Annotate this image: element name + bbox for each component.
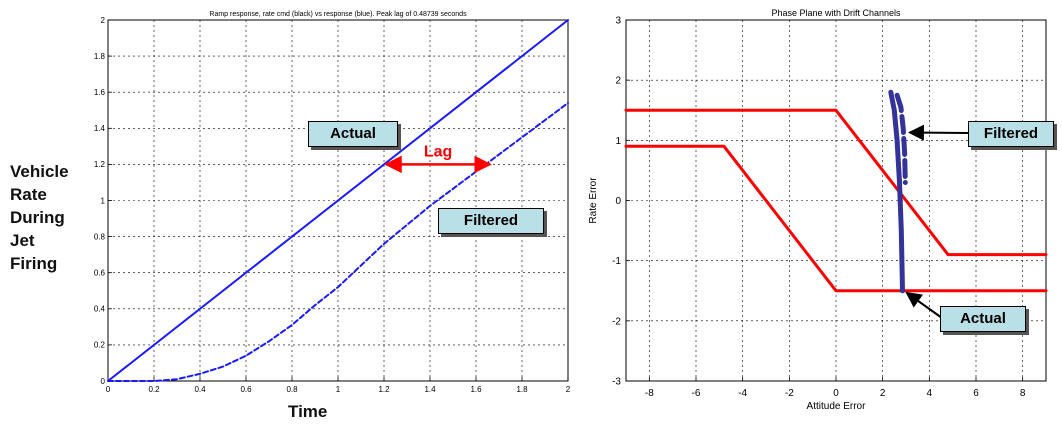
y-tick-label: -2 — [612, 316, 621, 327]
x-tick-label: -2 — [785, 388, 794, 399]
y-tick-label: 1.8 — [94, 52, 106, 61]
x-axis-label: Attitude Error — [807, 401, 867, 412]
x-tick-label: 0.8 — [286, 385, 298, 394]
x-tick-label: -6 — [692, 388, 701, 399]
x-tick-label: 1.6 — [470, 385, 482, 394]
chart-title: Phase Plane with Drift Channels — [771, 8, 901, 18]
y-tick-label: 0.2 — [94, 341, 106, 350]
x-tick-label: 0.4 — [194, 385, 206, 394]
x-tick-label: 0 — [106, 385, 111, 394]
y-tick-label: 2 — [101, 16, 106, 25]
ramp-response-plot: 0 0.2 0.4 0.6 0.8 1 1.2 1.4 1.6 1.8 2 0 0.2 0.4 0.6 0.8… — [94, 11, 571, 394]
side-label-line: During — [10, 206, 69, 229]
y-tick-label: 3 — [615, 16, 621, 27]
x-tick-label: 8 — [1020, 388, 1026, 399]
y-tick-label: 1.6 — [94, 88, 106, 97]
x-tick-label: 6 — [973, 388, 979, 399]
y-axis-label: Rate Error — [588, 177, 599, 224]
left-side-label: Vehicle Rate During Jet Firing — [10, 160, 69, 275]
side-label-line: Rate — [10, 183, 69, 206]
x-tick-label: -4 — [738, 388, 747, 399]
y-tick-label: 0.4 — [94, 305, 106, 314]
phase-plane-plot: -8 -6 -4 -2 0 2 4 6 8 -3 -2 -1 0 1 2 3 Phase Plane with … — [588, 8, 1046, 412]
y-tick-label: 0.6 — [94, 269, 106, 278]
x-tick-label: 1.2 — [378, 385, 390, 394]
callout-left-actual: Actual — [308, 121, 398, 147]
y-tick-label: 0 — [101, 377, 106, 386]
y-tick-label: 1.4 — [94, 124, 106, 133]
y-tick-label: 0 — [615, 196, 621, 207]
y-tick-label: 1 — [101, 196, 106, 205]
side-label-line: Vehicle — [10, 160, 69, 183]
y-tick-label: -3 — [612, 377, 621, 388]
callout-left-filtered: Filtered — [438, 208, 544, 234]
left-time-label: Time — [288, 402, 327, 422]
x-tick-label: 0.2 — [148, 385, 160, 394]
x-tick-label: 1 — [336, 385, 341, 394]
x-tick-label: 0 — [833, 388, 839, 399]
callout-right-actual: Actual — [940, 306, 1026, 332]
y-tick-label: 2 — [615, 76, 621, 87]
x-tick-label: 0.6 — [240, 385, 252, 394]
chart-title: Ramp response, rate cmd (black) vs respo… — [209, 11, 467, 18]
y-tick-label: 0.8 — [94, 232, 106, 241]
x-tick-label: 2 — [880, 388, 886, 399]
callout-right-filtered: Filtered — [968, 121, 1054, 147]
side-label-line: Firing — [10, 252, 69, 275]
x-tick-label: 1.8 — [516, 385, 528, 394]
x-tick-label: 2 — [566, 385, 571, 394]
y-tick-label: -1 — [612, 256, 621, 267]
y-tick-label: 1.2 — [94, 160, 106, 169]
x-tick-label: 4 — [927, 388, 933, 399]
x-tick-label: 1.4 — [424, 385, 436, 394]
side-label-line: Jet — [10, 229, 69, 252]
lag-label: Lag — [424, 143, 452, 160]
y-tick-label: 1 — [615, 136, 621, 147]
x-tick-label: -8 — [645, 388, 654, 399]
